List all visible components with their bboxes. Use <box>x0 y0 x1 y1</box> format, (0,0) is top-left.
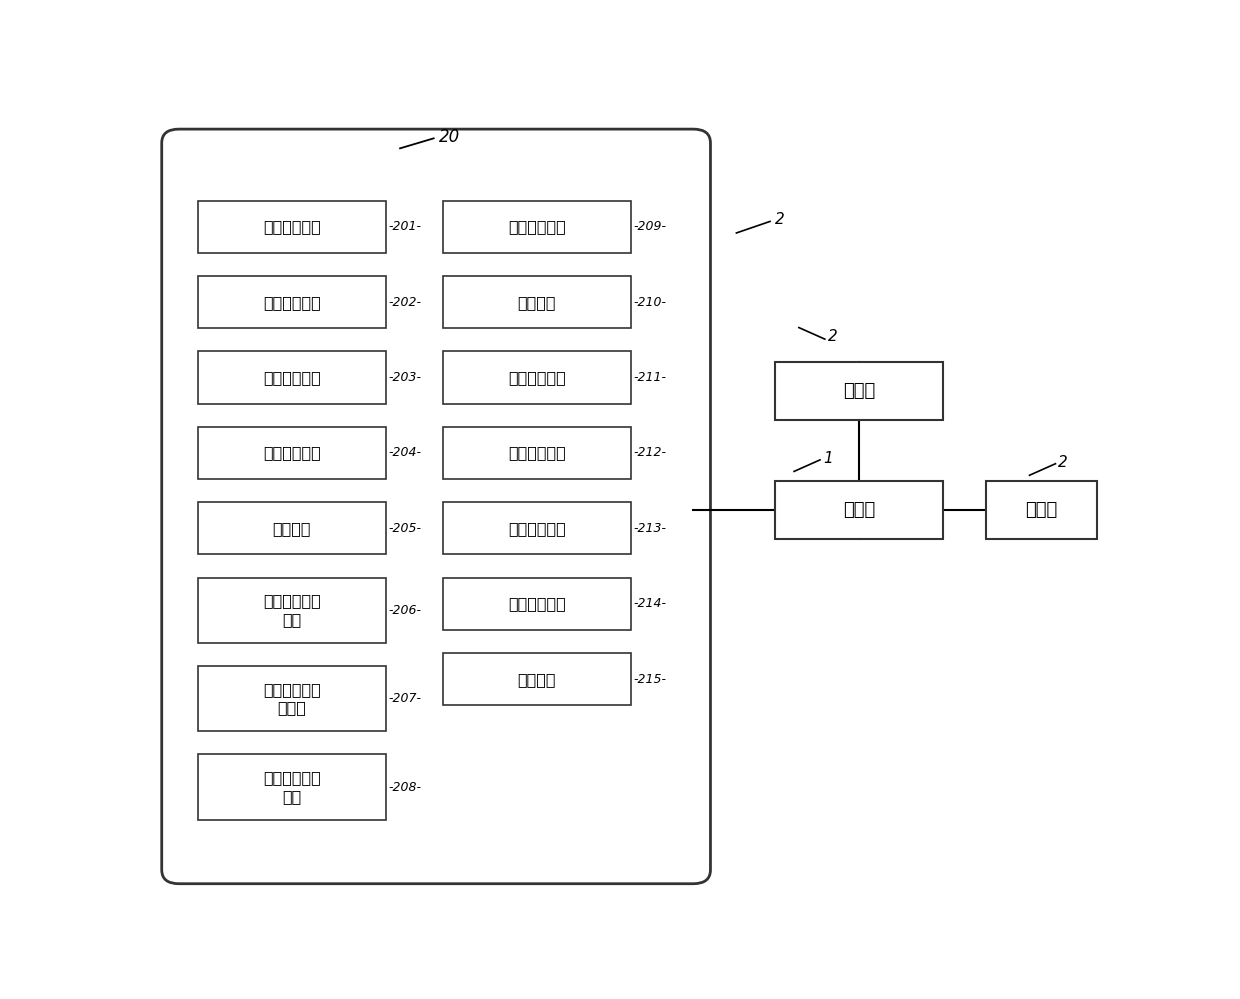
Text: -207-: -207- <box>388 692 422 705</box>
Text: -206-: -206- <box>388 603 422 616</box>
Text: 语言工具模块: 语言工具模块 <box>508 520 565 535</box>
Text: 投票模块: 投票模块 <box>518 295 557 310</box>
Text: 20: 20 <box>439 128 460 146</box>
Bar <box>775 363 944 420</box>
Bar <box>198 352 386 404</box>
Text: 2: 2 <box>1058 455 1068 470</box>
Bar <box>198 427 386 480</box>
Text: 地图插入模块: 地图插入模块 <box>508 596 565 611</box>
Bar <box>444 502 631 554</box>
Bar <box>198 502 386 554</box>
Text: 1: 1 <box>823 451 832 466</box>
Text: 声音输入模块: 声音输入模块 <box>263 446 321 461</box>
Text: 2: 2 <box>775 213 785 228</box>
Text: 动画输入模块: 动画输入模块 <box>263 370 321 385</box>
Text: -202-: -202- <box>388 296 422 309</box>
Bar <box>775 482 944 539</box>
Bar <box>986 482 1096 539</box>
Text: -214-: -214- <box>634 597 667 610</box>
Bar <box>198 754 386 820</box>
Bar <box>198 666 386 731</box>
FancyBboxPatch shape <box>161 129 711 884</box>
Bar <box>444 427 631 480</box>
Text: -208-: -208- <box>388 780 422 793</box>
Bar <box>444 276 631 329</box>
Text: 高亮显示模块: 高亮显示模块 <box>508 446 565 461</box>
Text: -212-: -212- <box>634 447 667 460</box>
Text: 文件上传模块: 文件上传模块 <box>508 370 565 385</box>
Bar <box>444 577 631 630</box>
Text: 函数图像输入
模块: 函数图像输入 模块 <box>263 770 321 804</box>
Text: 图片输入模块: 图片输入模块 <box>263 295 321 310</box>
Bar <box>198 276 386 329</box>
Text: -201-: -201- <box>388 221 422 234</box>
Text: 客户端: 客户端 <box>843 382 875 400</box>
Text: 暂存模块: 暂存模块 <box>518 671 557 686</box>
Text: 化学方程式输
入模块: 化学方程式输 入模块 <box>263 682 321 715</box>
Text: -205-: -205- <box>388 521 422 534</box>
Bar <box>444 653 631 705</box>
Text: 数学公式输入
模块: 数学公式输入 模块 <box>263 593 321 627</box>
Bar <box>444 352 631 404</box>
Bar <box>198 577 386 643</box>
Text: -209-: -209- <box>634 221 667 234</box>
Text: -215-: -215- <box>634 672 667 685</box>
Text: 文字输入模块: 文字输入模块 <box>263 220 321 235</box>
Text: 客户端: 客户端 <box>1025 501 1058 519</box>
Text: -203-: -203- <box>388 371 422 384</box>
Text: -213-: -213- <box>634 521 667 534</box>
Text: 图表输入模块: 图表输入模块 <box>508 220 565 235</box>
Text: -210-: -210- <box>634 296 667 309</box>
Bar <box>198 201 386 253</box>
Text: -204-: -204- <box>388 447 422 460</box>
Text: -211-: -211- <box>634 371 667 384</box>
Text: 服务器: 服务器 <box>843 501 875 519</box>
Text: 2: 2 <box>828 330 837 345</box>
Bar <box>444 201 631 253</box>
Text: 绘图模块: 绘图模块 <box>273 520 311 535</box>
